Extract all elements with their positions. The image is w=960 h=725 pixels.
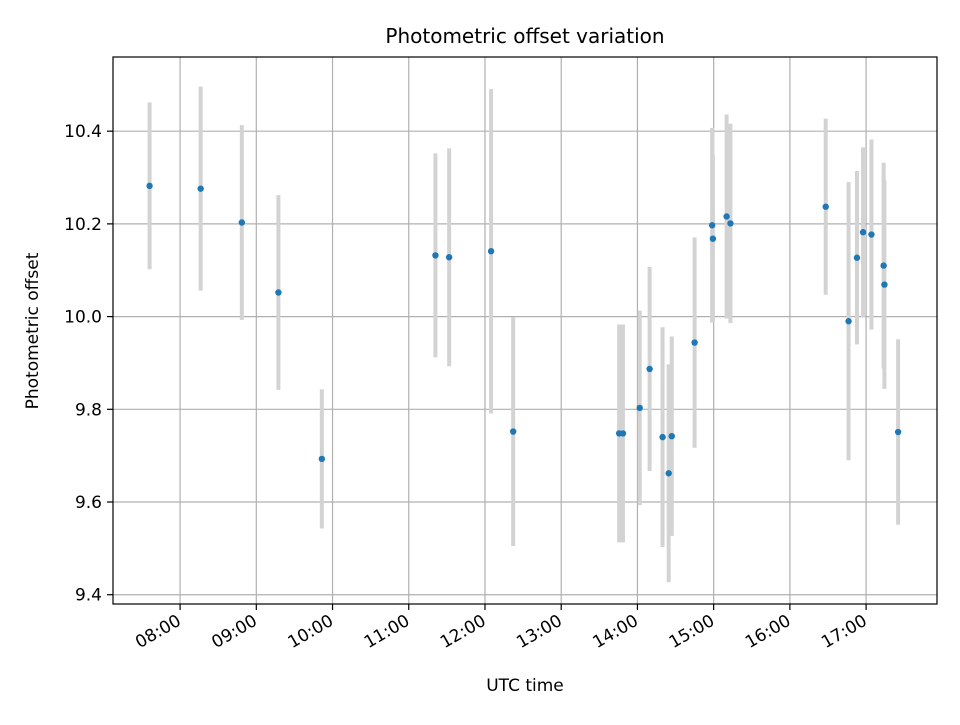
data-point bbox=[665, 470, 672, 477]
data-point bbox=[845, 318, 852, 325]
y-tick-label: 10.4 bbox=[64, 122, 102, 142]
data-point bbox=[659, 433, 666, 441]
data-point bbox=[708, 222, 716, 229]
data-point bbox=[881, 281, 888, 288]
plot-area-frame bbox=[112, 56, 938, 605]
data-point bbox=[432, 252, 439, 259]
y-axis-label: Photometric offset bbox=[23, 252, 43, 409]
data-points bbox=[146, 182, 902, 477]
data-point bbox=[275, 289, 282, 296]
data-point bbox=[197, 185, 204, 192]
y-tick-label: 9.6 bbox=[75, 493, 102, 513]
data-point bbox=[646, 365, 653, 373]
data-point bbox=[894, 428, 902, 436]
data-point bbox=[868, 231, 875, 238]
data-point bbox=[509, 428, 517, 435]
data-point bbox=[636, 404, 643, 412]
data-point bbox=[723, 213, 730, 220]
data-point bbox=[691, 339, 698, 346]
data-point bbox=[487, 248, 495, 255]
x-axis-label: UTC time bbox=[486, 676, 564, 696]
data-point bbox=[709, 235, 717, 242]
data-point bbox=[668, 432, 675, 440]
data-point bbox=[822, 203, 829, 210]
data-point bbox=[880, 262, 887, 269]
y-tick-label: 9.4 bbox=[75, 586, 102, 606]
y-tick-label: 10.0 bbox=[64, 308, 102, 328]
y-axis-ticks: 9.4 9.6 9.8 10.0 10.2 10.4 bbox=[64, 122, 113, 606]
data-point bbox=[619, 430, 627, 437]
data-point bbox=[727, 220, 734, 227]
data-point bbox=[318, 455, 326, 463]
data-point bbox=[146, 182, 153, 190]
chart-title: Photometric offset variation bbox=[385, 24, 664, 48]
data-point bbox=[859, 229, 867, 236]
data-point bbox=[238, 219, 246, 226]
y-tick-label: 9.8 bbox=[75, 400, 102, 420]
data-point bbox=[853, 254, 861, 261]
data-point bbox=[445, 254, 453, 261]
y-tick-label: 10.2 bbox=[64, 215, 102, 235]
